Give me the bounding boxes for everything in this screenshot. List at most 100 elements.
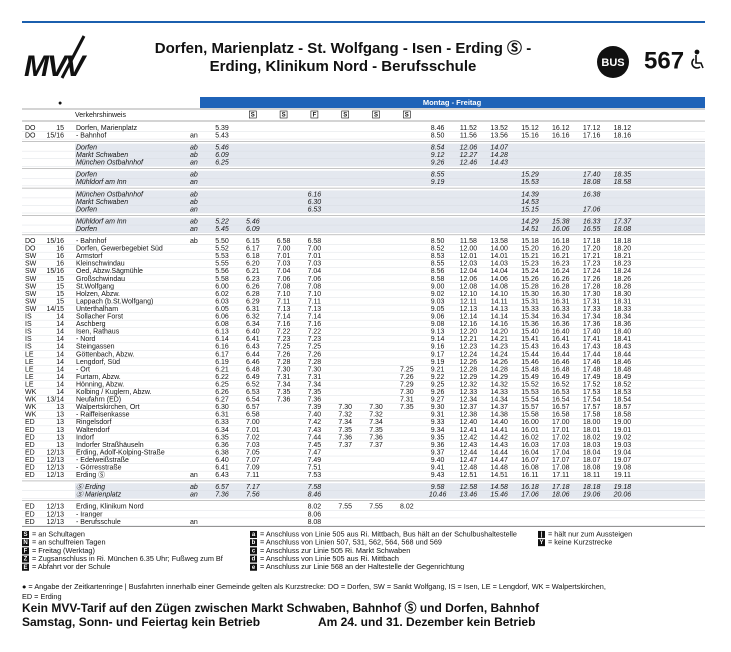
departure-time: 12.08 [460,283,478,290]
area-code: IS [25,336,32,343]
departure-time: 7.29 [400,381,414,388]
stop-name: Markt Schwaben [76,152,128,159]
departure-time: 7.34 [277,381,291,388]
fare-zone: 12/13 [46,465,64,472]
legend-text: = keine Kurzstrecke [548,538,612,547]
logo: MVV [24,50,88,83]
fare-zone: 12/13 [46,504,64,511]
departure-time: 20.06 [613,492,632,499]
fare-zone: 12/13 [46,449,64,456]
departure-time: 15.20 [521,246,539,253]
departure-time: 17.40 [583,172,601,179]
departure-time: 7.36 [277,397,291,404]
departure-time: 7.23 [277,336,291,343]
departure-time: 14.34 [490,397,508,404]
stop-name: Dorfen [76,172,97,179]
departure-time: 7.08 [308,283,322,290]
departure-time: 6.26 [215,389,229,396]
fare-zone: 12/13 [46,472,64,479]
departure-time: 18.08 [583,465,601,472]
legend-symbol-box [250,563,257,571]
fare-zone: 13 [56,442,64,449]
departure-time: 7.31 [400,397,414,404]
fare-zone: 15 [56,291,64,298]
departure-time: 18.02 [583,434,601,441]
departure-time: 6.44 [246,351,260,358]
departure-time: 15.28 [521,283,539,290]
departure-time: 6.17 [215,351,229,358]
departure-time: 9.26 [431,389,445,396]
departure-time: 9.14 [431,336,445,343]
departure-time: 6.21 [246,268,260,275]
fare-zone: 14/15 [46,306,64,313]
fare-zone: 14 [56,321,64,328]
departure-time: 16.18 [552,238,570,245]
departure-time: 7.45 [308,442,322,449]
departure-time: 8.50 [431,132,445,139]
departure-time: 12.46 [460,160,478,167]
departure-time: 6.54 [246,397,260,404]
legend-symbol-box [22,563,29,571]
departure-time: 5.50 [215,238,229,245]
departure-time: 16.28 [552,283,570,290]
departure-time: 7.10 [277,291,291,298]
departure-time: 15.44 [521,351,539,358]
departure-time: 12.04 [460,268,478,275]
stop-name: Großschwindau [76,276,125,283]
day-header: Montag - Freitag [423,98,482,107]
departure-time: 7.40 [308,412,322,419]
area-code: IS [25,314,32,321]
departure-time: 9.00 [431,283,445,290]
departure-time: 7.35 [308,389,322,396]
departure-time: 7.37 [369,442,383,449]
legend-text: = Abfahrt vor der Schule [32,562,111,571]
departure-time: 6.52 [246,381,260,388]
departure-time: 6.21 [215,366,229,373]
departure-time: 17.00 [552,419,570,426]
fare-zone: 15 [56,276,64,283]
departure-time: 18.03 [583,442,601,449]
departure-time: 17.08 [552,465,570,472]
stop-name: Erding, Adolf-Kolping-Straße [76,449,165,456]
departure-time: 6.38 [215,449,229,456]
departure-time: 8.06 [308,511,322,518]
departure-time: 12.06 [460,145,478,152]
stop-name: München Ostbahnhof [76,160,144,167]
fare-zone: 15 [56,298,64,305]
departure-time: 17.43 [583,344,601,351]
departure-time: 18.23 [614,261,632,268]
departure-time: 5.56 [215,268,229,275]
departure-time: 18.00 [583,419,601,426]
departure-time: 8.02 [400,504,414,511]
stop-name: - Nord [76,336,96,343]
line-number: 567 [644,47,684,74]
legend-symbol-box [22,530,29,538]
departure-time: 8.58 [431,276,445,283]
departure-time: 7.56 [246,492,260,499]
stop-name: Mühldorf am Inn [76,218,127,225]
departure-time: 15.58 [521,412,539,419]
departure-time: 7.09 [246,465,260,472]
area-code: ED [25,465,35,472]
departure-time: 14.07 [490,145,509,152]
departure-time: 12.58 [460,484,478,491]
departure-time: 9.40 [431,457,445,464]
departure-time: 14.24 [490,351,508,358]
departure-time: 17.33 [583,306,601,313]
departure-time: 17.49 [583,374,601,381]
legend-symbol: N [23,540,27,546]
departure-time: 9.08 [431,321,445,328]
departure-time: 7.04 [277,268,291,275]
legend-symbol-box [250,539,257,547]
legend-symbol-box [22,555,29,563]
stop-name: Mühldorf am Inn [76,179,127,186]
legend-symbol: e [252,565,256,571]
departure-time: 15.36 [521,321,539,328]
area-code: WK [25,404,37,411]
departure-time: 5.43 [215,132,229,139]
departure-time: 14.11 [491,298,508,305]
departure-time: 7.08 [277,283,291,290]
departure-time: 12.13 [460,306,478,313]
departure-time: 8.54 [431,145,445,152]
